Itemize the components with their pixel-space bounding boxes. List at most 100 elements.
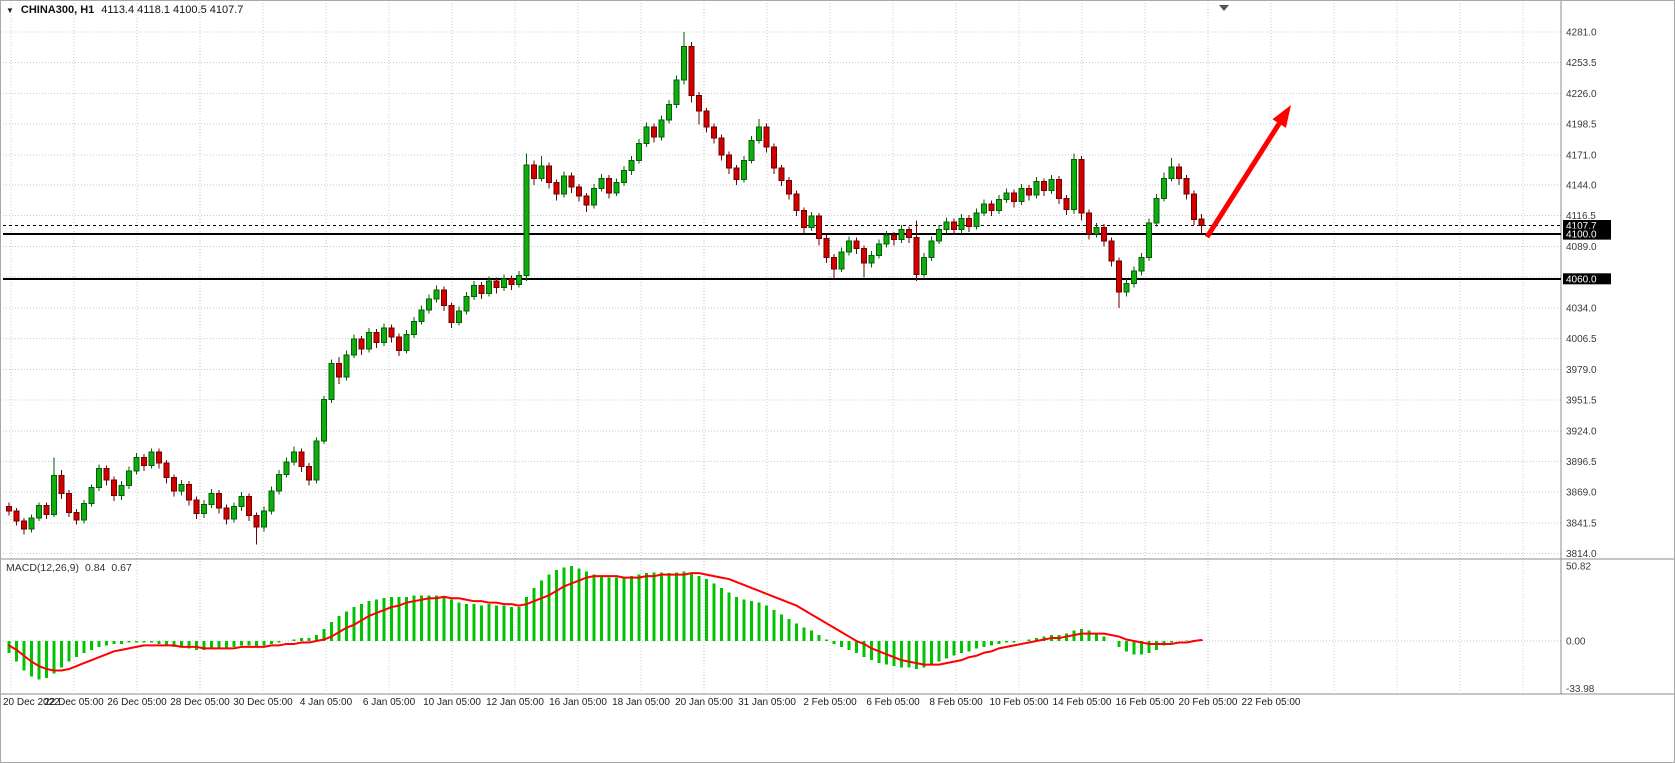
macd-signal-line	[8, 572, 1203, 672]
candle-up	[268, 490, 275, 512]
candle-up	[598, 177, 605, 189]
candle-up	[471, 285, 477, 298]
candle-up	[36, 505, 42, 519]
candle-down	[441, 289, 447, 307]
candle-down	[988, 203, 995, 212]
time-tick: 2 Feb 05:00	[803, 697, 857, 708]
price-tick: 4281.0	[1566, 27, 1597, 38]
time-tick: 22 Feb 05:00	[1242, 697, 1301, 708]
candle-up	[1093, 226, 1100, 235]
time-tick: 14 Feb 05:00	[1053, 697, 1112, 708]
candle-down	[141, 457, 147, 466]
candle-down	[583, 195, 590, 206]
candle-down	[396, 336, 402, 351]
candle-up	[456, 310, 462, 323]
time-tick: 16 Feb 05:00	[1116, 697, 1175, 708]
time-tick: 8 Feb 05:00	[929, 697, 983, 708]
time-tick: 28 Dec 05:00	[170, 697, 230, 708]
candle-down	[21, 520, 27, 530]
candle-up	[666, 104, 672, 121]
candle-up	[433, 289, 440, 300]
candle-up	[1123, 282, 1130, 293]
candle-down	[763, 126, 770, 148]
macd-signal-value: 0.67	[111, 562, 132, 574]
candle-up	[996, 198, 1002, 212]
time-tick: 20 Feb 05:00	[1179, 697, 1238, 708]
time-tick: 26 Dec 05:00	[107, 697, 167, 708]
macd-histogram	[7, 566, 1203, 680]
chart-shift-marker[interactable]	[1219, 5, 1229, 11]
price-tick: 4144.0	[1566, 180, 1597, 191]
candle-up	[681, 45, 687, 81]
candle-down	[771, 146, 777, 169]
candle-up	[808, 215, 815, 228]
current-price-label-text: 4107.7	[1566, 221, 1597, 232]
candle-down	[568, 175, 575, 188]
trend-arrow[interactable]	[1204, 105, 1291, 239]
candle-up	[658, 119, 665, 138]
candle-up	[126, 470, 132, 486]
candle-up	[1033, 181, 1040, 196]
candle-down	[1183, 177, 1190, 195]
candle-down	[171, 477, 177, 492]
candle-down	[861, 248, 867, 264]
hline-price-label	[1563, 228, 1611, 240]
candle-down	[801, 210, 807, 228]
candle-up	[748, 139, 755, 161]
price-tick: 4116.5	[1566, 211, 1596, 222]
candle-down	[793, 193, 800, 212]
candle-down	[1176, 166, 1182, 179]
pane-separators	[1, 1, 1674, 695]
candle-down	[651, 126, 657, 138]
candle-down	[298, 451, 305, 468]
candle-down	[823, 238, 830, 259]
candle-down	[816, 215, 822, 240]
chart-header: ▼ CHINA300, H1 4113.4 4118.1 4100.5 4107…	[6, 4, 243, 16]
candle-down	[6, 506, 12, 512]
candle-up	[178, 483, 185, 492]
candle-down	[1063, 197, 1070, 211]
candle-down	[508, 278, 515, 285]
candle-down	[388, 327, 395, 338]
time-tick: 30 Dec 05:00	[233, 697, 293, 708]
symbol-dropdown-icon[interactable]: ▼	[6, 5, 14, 15]
candle-up	[1168, 166, 1175, 179]
candle-up	[973, 212, 980, 227]
candle-up	[231, 506, 237, 520]
candle-down	[1198, 218, 1205, 227]
candle-down	[448, 305, 455, 323]
price-tick: 3979.0	[1566, 365, 1597, 376]
candle-down	[186, 483, 192, 501]
candle-up	[88, 487, 95, 504]
candle-down	[778, 167, 785, 181]
macd-axis[interactable]: 50.82 0.00 -33.98	[1566, 562, 1595, 695]
candle-up	[463, 296, 470, 312]
candle-up	[958, 217, 965, 231]
candle-up	[28, 517, 35, 530]
candle-up	[981, 203, 987, 214]
candle-down	[726, 154, 732, 169]
candle-up	[1146, 222, 1152, 259]
macd-header: MACD(12,26,9) 0.84 0.67	[6, 562, 132, 574]
candle-up	[643, 126, 650, 145]
time-tick: 10 Feb 05:00	[990, 697, 1049, 708]
price-axis[interactable]: 4281.0 4253.5 4226.0 4198.5 4171.0 4144.0 4116…	[1566, 27, 1597, 560]
hline-price-label-text: 4060.0	[1566, 274, 1597, 285]
macd-tick: 50.82	[1566, 562, 1591, 573]
candle-down	[223, 507, 230, 520]
candle-up	[321, 398, 327, 442]
candle-down	[193, 499, 200, 514]
candle-up	[898, 229, 905, 241]
candle-down	[531, 164, 537, 179]
candle-up	[51, 474, 57, 516]
macd-main-value: 0.84	[84, 562, 106, 574]
candle-up	[1138, 257, 1145, 272]
candle-up	[261, 510, 267, 528]
candle-up	[351, 338, 357, 356]
candle-up	[1161, 177, 1167, 199]
candle-down	[853, 240, 860, 250]
time-tick: 4 Jan 05:00	[300, 697, 353, 708]
candle-down	[111, 479, 117, 497]
